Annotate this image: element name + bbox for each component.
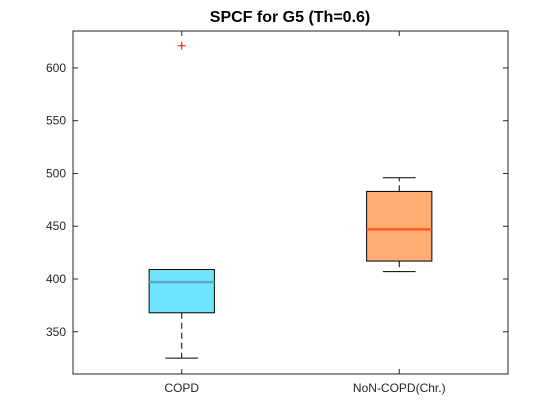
y-tick-label: 350 bbox=[46, 325, 66, 339]
y-tick-label: 500 bbox=[46, 166, 66, 180]
y-tick-label: 600 bbox=[46, 61, 66, 75]
chart-title: SPCF for G5 (Th=0.6) bbox=[210, 9, 370, 26]
x-tick-label: NoN-COPD(Chr.) bbox=[353, 381, 446, 395]
x-tick-label: COPD bbox=[164, 381, 199, 395]
y-axis: 350 400 450 500 550 600 bbox=[46, 61, 508, 339]
plot-area bbox=[72, 30, 509, 375]
y-tick-label: 550 bbox=[46, 114, 66, 128]
y-tick-label: 450 bbox=[46, 219, 66, 233]
box-0 bbox=[148, 41, 215, 359]
box-iqr bbox=[366, 190, 433, 262]
box-1 bbox=[366, 177, 433, 273]
x-axis: COPD NoN-COPD(Chr.) bbox=[164, 31, 446, 395]
outlier-marker bbox=[177, 41, 186, 50]
boxes bbox=[148, 41, 433, 359]
y-tick-label: 400 bbox=[46, 272, 66, 286]
box-iqr bbox=[148, 269, 215, 314]
